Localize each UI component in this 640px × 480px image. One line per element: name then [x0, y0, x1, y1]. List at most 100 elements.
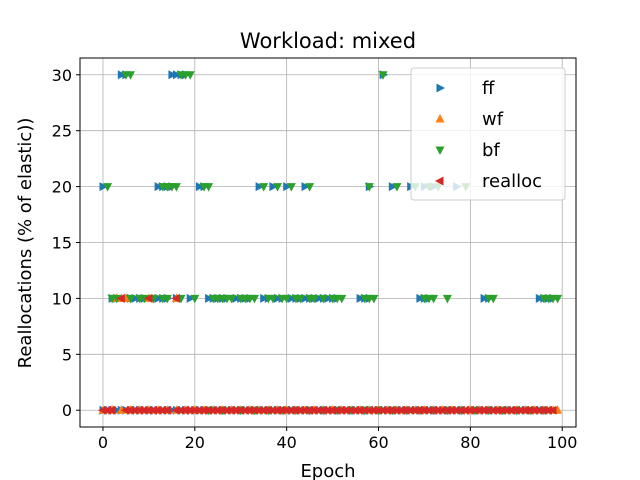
y-axis-ticks: 0 5 10 15 20 25 30	[52, 66, 80, 420]
data-point-realloc	[341, 405, 350, 415]
data-point-ff	[260, 293, 269, 303]
data-point-bf	[318, 294, 328, 304]
legend-marker-wf	[435, 114, 445, 123]
data-point-bf	[185, 71, 195, 80]
data-point-realloc	[451, 405, 461, 415]
data-point-realloc	[162, 405, 171, 415]
data-point-realloc	[249, 405, 258, 415]
data-point-realloc	[382, 405, 392, 415]
data-point-ff	[388, 182, 398, 192]
legend-label-wf: wf	[482, 109, 504, 130]
data-point-realloc	[130, 405, 139, 415]
data-point-realloc	[378, 405, 387, 415]
data-point-realloc	[171, 405, 180, 415]
x-tick-label: 40	[276, 433, 296, 452]
data-point-realloc	[488, 405, 497, 415]
data-point-bf	[126, 294, 135, 304]
data-point-realloc	[258, 405, 268, 415]
data-point-realloc	[529, 405, 539, 415]
data-point-realloc	[460, 405, 470, 415]
x-axis-label: Epoch	[300, 461, 355, 480]
data-point-realloc	[391, 405, 401, 415]
data-point-realloc	[143, 405, 153, 415]
data-point-realloc	[116, 293, 125, 303]
data-point-realloc	[336, 405, 346, 415]
data-point-ff	[99, 182, 108, 192]
data-point-bf	[364, 183, 374, 192]
y-tick-label: 30	[52, 66, 72, 85]
data-point-realloc	[410, 405, 419, 415]
data-point-realloc	[323, 405, 332, 415]
data-point-realloc	[424, 405, 433, 415]
data-point-realloc	[304, 405, 314, 415]
data-point-ff	[356, 293, 366, 303]
legend-label-ff: ff	[482, 78, 495, 99]
data-point-realloc	[543, 405, 552, 415]
series-realloc	[98, 293, 557, 415]
data-point-realloc	[511, 405, 520, 415]
data-point-ff	[283, 182, 292, 192]
data-point-ff	[117, 70, 127, 80]
data-point-realloc	[497, 405, 506, 415]
data-point-realloc	[368, 405, 378, 415]
data-point-realloc	[506, 405, 516, 415]
legend-label-realloc: realloc	[482, 171, 542, 192]
data-point-realloc	[405, 405, 415, 415]
data-point-realloc	[194, 405, 203, 415]
data-point-realloc	[148, 405, 157, 415]
data-point-realloc	[364, 405, 373, 415]
data-point-bf	[268, 294, 278, 304]
data-point-realloc	[277, 405, 286, 415]
data-point-ff	[186, 293, 196, 303]
data-point-bf	[171, 183, 181, 192]
y-tick-label: 0	[62, 401, 72, 420]
data-point-bf	[337, 294, 347, 304]
data-point-realloc	[401, 405, 410, 415]
data-point-realloc	[107, 405, 116, 415]
data-point-bf	[250, 294, 259, 304]
data-point-realloc	[102, 405, 112, 415]
data-point-realloc	[492, 405, 502, 415]
legend: ff wf bf realloc	[410, 67, 566, 201]
data-point-bf	[378, 71, 388, 80]
data-point-realloc	[396, 405, 405, 415]
data-point-realloc	[419, 405, 428, 415]
data-point-realloc	[217, 405, 226, 415]
data-point-realloc	[433, 405, 442, 415]
data-point-realloc	[267, 405, 277, 415]
y-tick-label: 25	[52, 122, 72, 141]
data-point-ff	[195, 182, 205, 192]
data-point-ff	[535, 293, 545, 303]
data-point-realloc	[442, 405, 451, 415]
x-tick-label: 20	[185, 433, 205, 452]
data-point-bf	[282, 294, 292, 304]
data-point-realloc	[185, 405, 194, 415]
data-point-realloc	[534, 405, 543, 415]
data-point-realloc	[548, 405, 557, 415]
data-point-realloc	[176, 405, 185, 415]
data-point-ff	[205, 293, 214, 303]
data-point-realloc	[254, 405, 263, 415]
data-point-realloc	[309, 405, 318, 415]
data-point-realloc	[525, 405, 534, 415]
data-point-realloc	[428, 405, 438, 415]
data-point-realloc	[474, 405, 484, 415]
data-point-realloc	[263, 405, 272, 415]
legend-marker-ff	[436, 83, 445, 93]
data-point-bf	[103, 183, 113, 192]
data-point-bf	[305, 183, 315, 192]
data-point-ff	[172, 70, 182, 80]
data-point-realloc	[153, 405, 162, 415]
data-point-bf	[259, 183, 269, 192]
data-point-realloc	[199, 405, 208, 415]
data-point-ff	[154, 182, 164, 192]
data-point-bf	[227, 294, 237, 304]
data-point-realloc	[143, 293, 153, 303]
data-point-realloc	[350, 405, 360, 415]
data-point-realloc	[212, 405, 222, 415]
data-point-realloc	[318, 405, 327, 415]
data-point-realloc	[502, 405, 511, 415]
data-point-realloc	[226, 405, 236, 415]
data-point-realloc	[125, 405, 134, 415]
